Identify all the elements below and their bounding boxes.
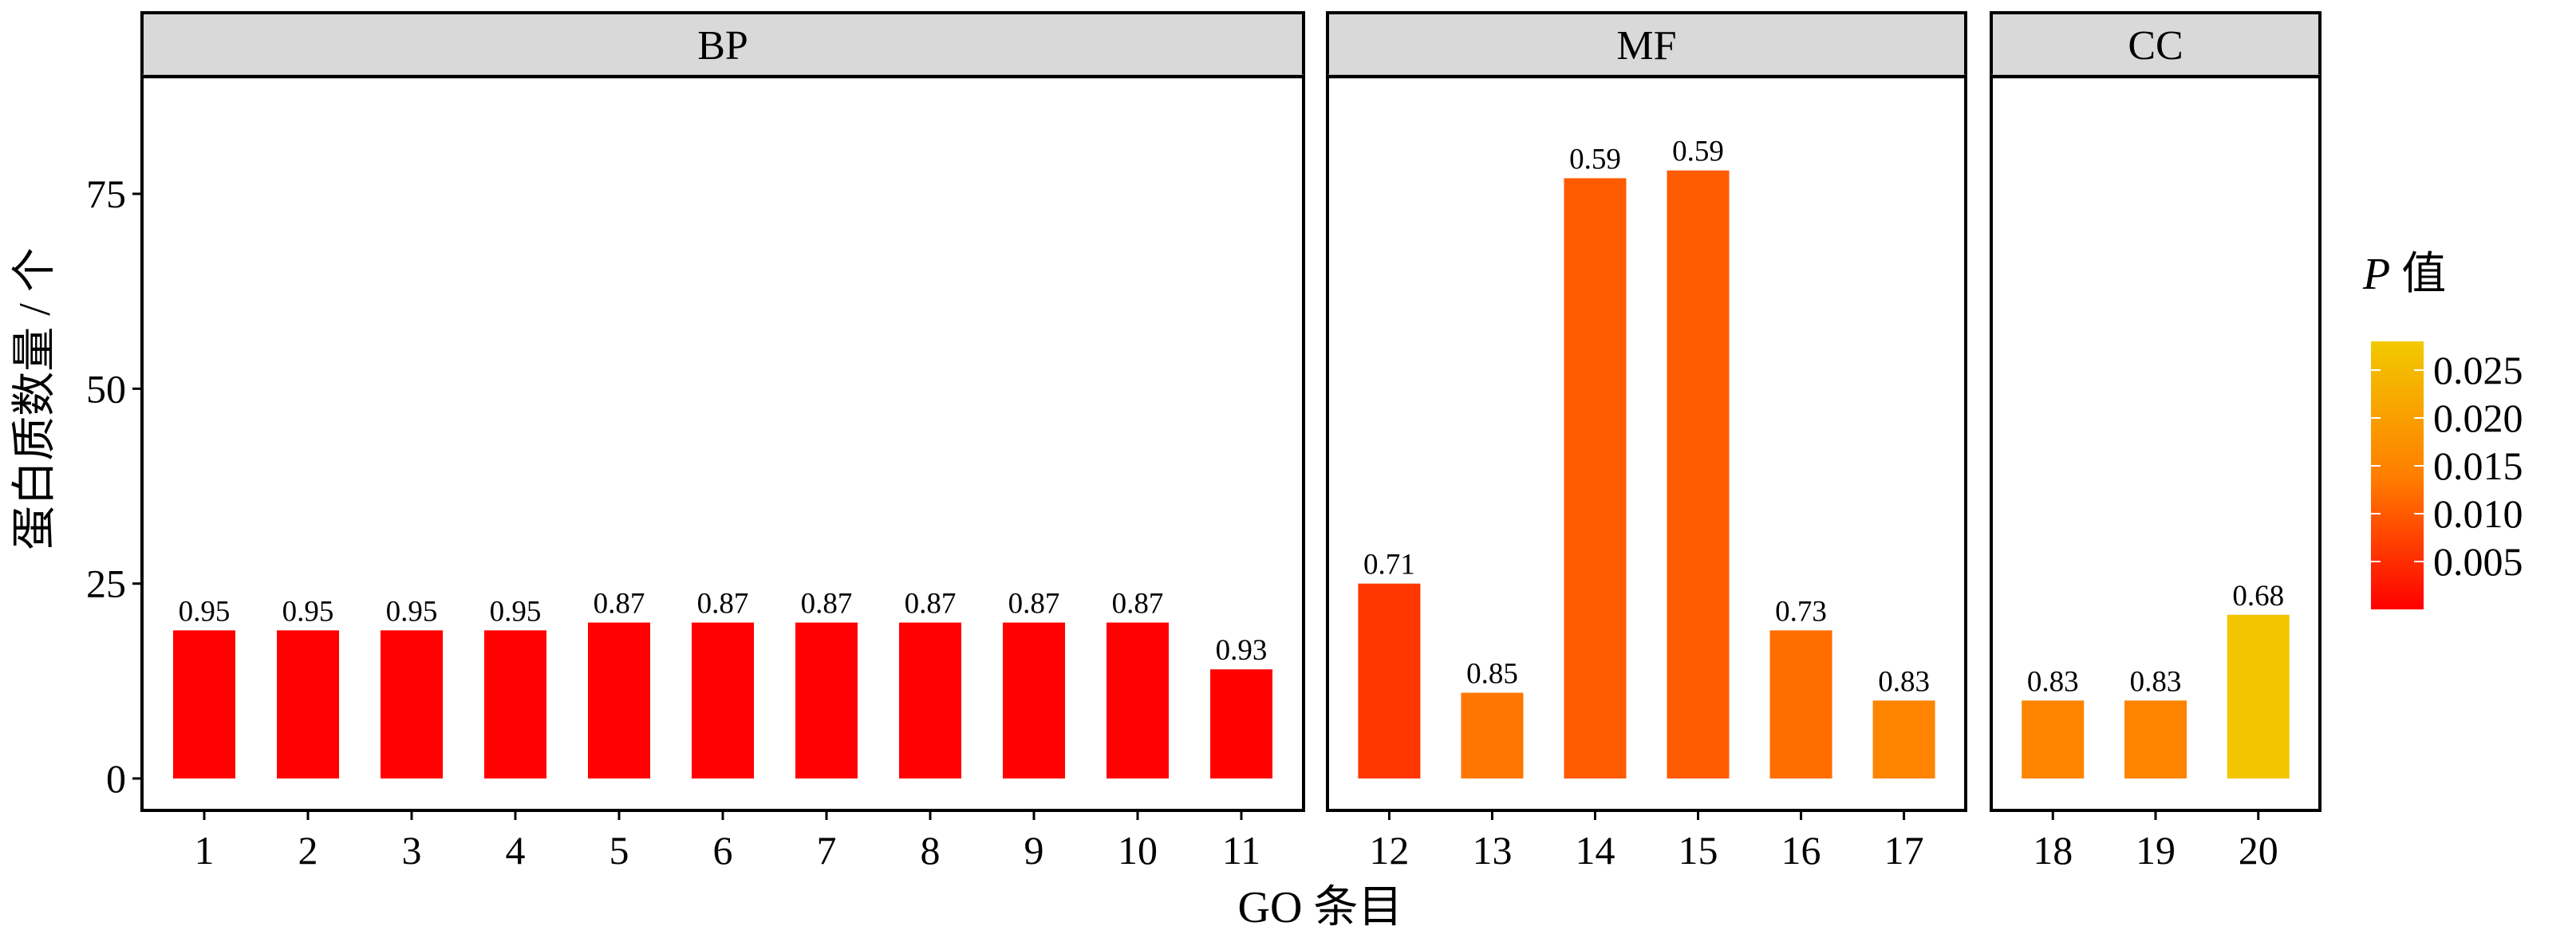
facet-strip-label: BP (697, 23, 748, 69)
x-tick-label: 13 (1472, 828, 1512, 873)
bar (173, 630, 235, 778)
bar-value-label: 0.87 (1112, 588, 1164, 621)
y-tick-label: 50 (86, 366, 126, 411)
bar-value-label: 0.59 (1569, 143, 1621, 175)
facet-strip (1990, 11, 2322, 78)
bar-value-label: 0.73 (1775, 595, 1827, 628)
bar-value-label: 0.87 (801, 588, 853, 621)
x-tick-label: 16 (1781, 828, 1821, 873)
bar (1872, 700, 1935, 778)
bar (795, 622, 858, 778)
x-tick-label: 2 (298, 828, 318, 873)
bar (381, 630, 443, 778)
bar (692, 622, 754, 778)
bar-value-label: 0.87 (1008, 588, 1060, 621)
x-tick-label: 17 (1884, 828, 1924, 873)
legend-tick-label: 0.025 (2433, 348, 2523, 392)
legend-tick-label: 0.015 (2433, 443, 2523, 488)
bar-value-label: 0.87 (697, 588, 749, 621)
x-tick-label: 11 (1222, 828, 1260, 873)
y-tick-label: 75 (86, 171, 126, 216)
bar (2022, 700, 2085, 778)
x-tick-label: 5 (609, 828, 629, 873)
x-tick-label: 15 (1679, 828, 1718, 873)
x-tick-label: 6 (713, 828, 733, 873)
x-tick-label: 14 (1575, 828, 1615, 873)
y-axis: 0 25 50 75 (86, 171, 142, 801)
bar-value-label: 0.93 (1216, 634, 1268, 667)
bar-value-label: 0.95 (179, 595, 231, 628)
bar (1210, 669, 1272, 778)
bar (484, 630, 546, 778)
x-tick-label: 10 (1118, 828, 1158, 873)
facet-panel-bp: BP 0.95 1 0.95 2 0.95 3 0.95 4 0.87 5 0.87 6 0.87 7 0.8… (140, 11, 1305, 873)
x-axis-title: GO 条目 (1238, 883, 1403, 932)
x-tick-label: 7 (817, 828, 837, 873)
x-tick-label: 1 (195, 828, 215, 873)
bar (2124, 700, 2187, 778)
legend-colorbar (2371, 341, 2424, 609)
legend-title-rest: 值 (2390, 250, 2446, 299)
facet-panels: BP 0.95 1 0.95 2 0.95 3 0.95 4 0.87 5 0.87 6 0.87 7 0.8… (140, 11, 2322, 873)
bar (1667, 170, 1730, 778)
bar (1003, 622, 1065, 778)
x-tick-label: 9 (1024, 828, 1044, 873)
bar-value-label: 0.71 (1363, 549, 1415, 581)
bar-value-label: 0.87 (905, 588, 957, 621)
x-tick-label: 4 (506, 828, 526, 873)
bar-value-label: 0.85 (1466, 657, 1518, 690)
facet-strip-label: CC (2128, 23, 2183, 69)
bar (1769, 630, 1832, 778)
bar-value-label: 0.95 (490, 595, 542, 628)
x-tick-label: 8 (921, 828, 941, 873)
bar (1358, 583, 1421, 778)
y-axis-title: 蛋白质数量 / 个 (10, 247, 60, 550)
x-tick-label: 18 (2033, 828, 2073, 873)
y-tick-label: 0 (106, 756, 126, 801)
facet-strip (140, 11, 1305, 78)
x-tick-label: 3 (402, 828, 422, 873)
facet-panel-cc: CC 0.83 18 0.83 19 0.68 20 (1990, 11, 2322, 873)
bar-value-label: 0.83 (2130, 665, 2182, 698)
bar-value-label: 0.95 (386, 595, 438, 628)
legend-tick-label: 0.005 (2433, 539, 2523, 584)
bar-value-label: 0.83 (1878, 665, 1930, 698)
bar (1461, 692, 1524, 778)
bar (2227, 614, 2290, 778)
x-tick-label: 19 (2136, 828, 2176, 873)
bar (1564, 178, 1627, 778)
y-tick-label: 25 (86, 562, 126, 606)
facet-panel-border (1326, 75, 1967, 812)
x-tick-label: 20 (2239, 828, 2278, 873)
bar (588, 622, 650, 778)
bar (899, 622, 961, 778)
bar-value-label: 0.95 (282, 595, 334, 628)
bar (1107, 622, 1169, 778)
bar (277, 630, 339, 778)
bar-value-label: 0.68 (2232, 580, 2284, 613)
bar-value-label: 0.87 (594, 588, 645, 621)
x-tick-label: 12 (1369, 828, 1409, 873)
bar-value-label: 0.59 (1672, 136, 1724, 168)
facet-strip-label: MF (1616, 23, 1676, 69)
facet-panel-mf: MF 0.71 12 0.85 13 0.59 14 0.59 15 0.73 16 0.83 17 (1326, 11, 1967, 873)
legend-tick-label: 0.010 (2433, 491, 2523, 536)
legend-title-italic: P (2362, 250, 2390, 299)
legend-title: P 值 (2362, 250, 2446, 299)
legend-tick-label: 0.020 (2433, 396, 2523, 440)
bar-value-label: 0.83 (2027, 665, 2079, 698)
